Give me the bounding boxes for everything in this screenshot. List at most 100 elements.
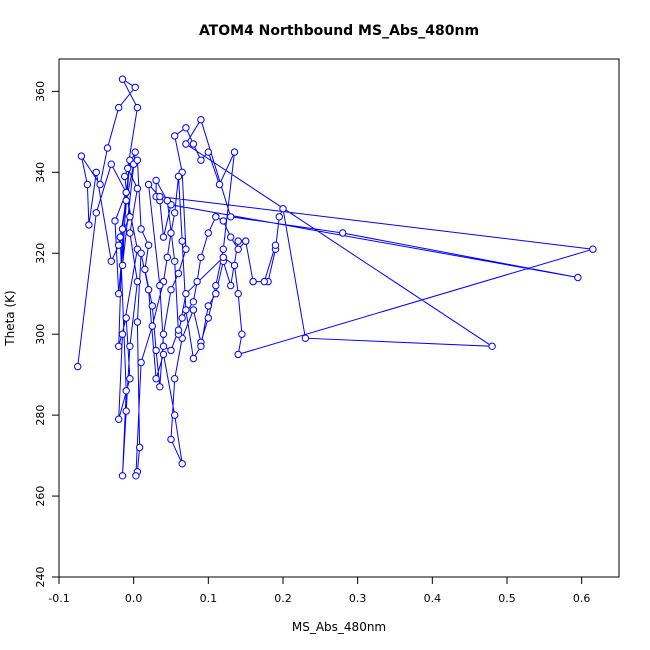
data-point: [197, 342, 205, 350]
y-tick-label: 320: [34, 243, 47, 264]
data-point: [212, 213, 220, 221]
data-point: [227, 213, 235, 221]
data-point: [227, 281, 235, 290]
data-point: [574, 273, 582, 282]
data-point: [156, 192, 164, 201]
data-point: [260, 277, 268, 286]
data-point: [249, 277, 257, 286]
data-point: [133, 156, 142, 164]
y-tick-label: 240: [34, 567, 47, 588]
data-point: [137, 249, 145, 258]
data-point: [141, 265, 149, 274]
data-point: [178, 237, 186, 245]
data-point: [182, 140, 190, 148]
data-point: [275, 213, 283, 221]
data-point: [171, 132, 179, 140]
data-point: [133, 277, 142, 286]
data-point: [215, 180, 224, 189]
data-point: [144, 180, 153, 189]
data-point: [116, 233, 124, 241]
series-markers: [74, 75, 597, 480]
x-tick-label: 0.6: [573, 592, 591, 605]
data-point: [219, 253, 228, 261]
x-tick-label: 0.2: [274, 592, 292, 605]
data-point: [131, 148, 139, 156]
data-point: [152, 375, 160, 383]
data-point: [144, 241, 153, 249]
data-point: [182, 124, 190, 132]
data-point: [126, 229, 134, 237]
data-point: [115, 290, 123, 298]
data-point: [122, 407, 130, 415]
data-point: [234, 350, 242, 359]
data-point: [174, 326, 183, 334]
data-point: [182, 245, 190, 253]
data-point: [156, 281, 164, 290]
data-point: [107, 257, 116, 265]
data-point: [115, 103, 123, 112]
data-point: [126, 342, 134, 350]
data-point: [167, 435, 175, 444]
data-point: [189, 354, 198, 363]
data-point: [488, 342, 496, 350]
data-point: [159, 350, 168, 359]
data-point: [133, 103, 142, 112]
chart-title: ATOM4 Northbound MS_Abs_480nm: [199, 23, 479, 39]
x-tick-label: 0.3: [349, 592, 367, 605]
data-point: [121, 172, 129, 181]
data-point: [118, 472, 127, 480]
data-point: [159, 233, 168, 241]
data-point: [234, 237, 242, 245]
data-point: [174, 269, 183, 278]
data-point: [131, 83, 139, 92]
data-point: [137, 358, 145, 367]
data-point: [204, 229, 213, 237]
data-point: [212, 290, 220, 298]
data-point: [148, 302, 157, 310]
data-point: [227, 233, 235, 241]
data-point: [122, 196, 130, 205]
data-point: [133, 318, 142, 326]
x-tick-label: 0.0: [125, 592, 143, 605]
x-axis: -0.1 0.0 0.1 0.2 0.3 0.4 0.5 0.6: [48, 576, 591, 605]
data-point: [118, 261, 127, 270]
data-point: [182, 306, 190, 314]
data-point: [219, 217, 228, 225]
data-point: [234, 245, 242, 253]
data-point: [242, 237, 250, 245]
data-point: [230, 261, 239, 270]
data-point: [189, 306, 198, 314]
data-point: [85, 221, 93, 229]
data-point: [171, 257, 179, 265]
x-tick-label: 0.5: [498, 592, 516, 605]
data-point: [234, 290, 242, 298]
data-point: [167, 286, 175, 294]
data-point: [171, 209, 179, 217]
data-point: [193, 277, 201, 286]
data-point: [92, 168, 101, 177]
data-point: [135, 443, 144, 452]
data-point: [167, 346, 175, 355]
data-point: [212, 281, 220, 290]
data-point: [122, 314, 130, 322]
data-point: [219, 245, 228, 253]
y-tick-label: 340: [34, 162, 47, 183]
data-point: [96, 180, 104, 189]
data-point: [92, 209, 101, 217]
y-tick-label: 280: [34, 405, 47, 426]
data-point: [271, 241, 280, 249]
data-point: [178, 460, 186, 468]
data-point: [115, 342, 123, 350]
data-point: [589, 245, 597, 253]
data-point: [152, 346, 160, 355]
data-point: [122, 387, 130, 395]
plot-area: [74, 75, 597, 480]
data-point: [301, 334, 310, 342]
y-tick-label: 360: [34, 81, 47, 102]
data-point: [137, 225, 145, 233]
data-point: [189, 140, 198, 148]
data-point: [163, 196, 172, 205]
data-point: [197, 116, 205, 124]
